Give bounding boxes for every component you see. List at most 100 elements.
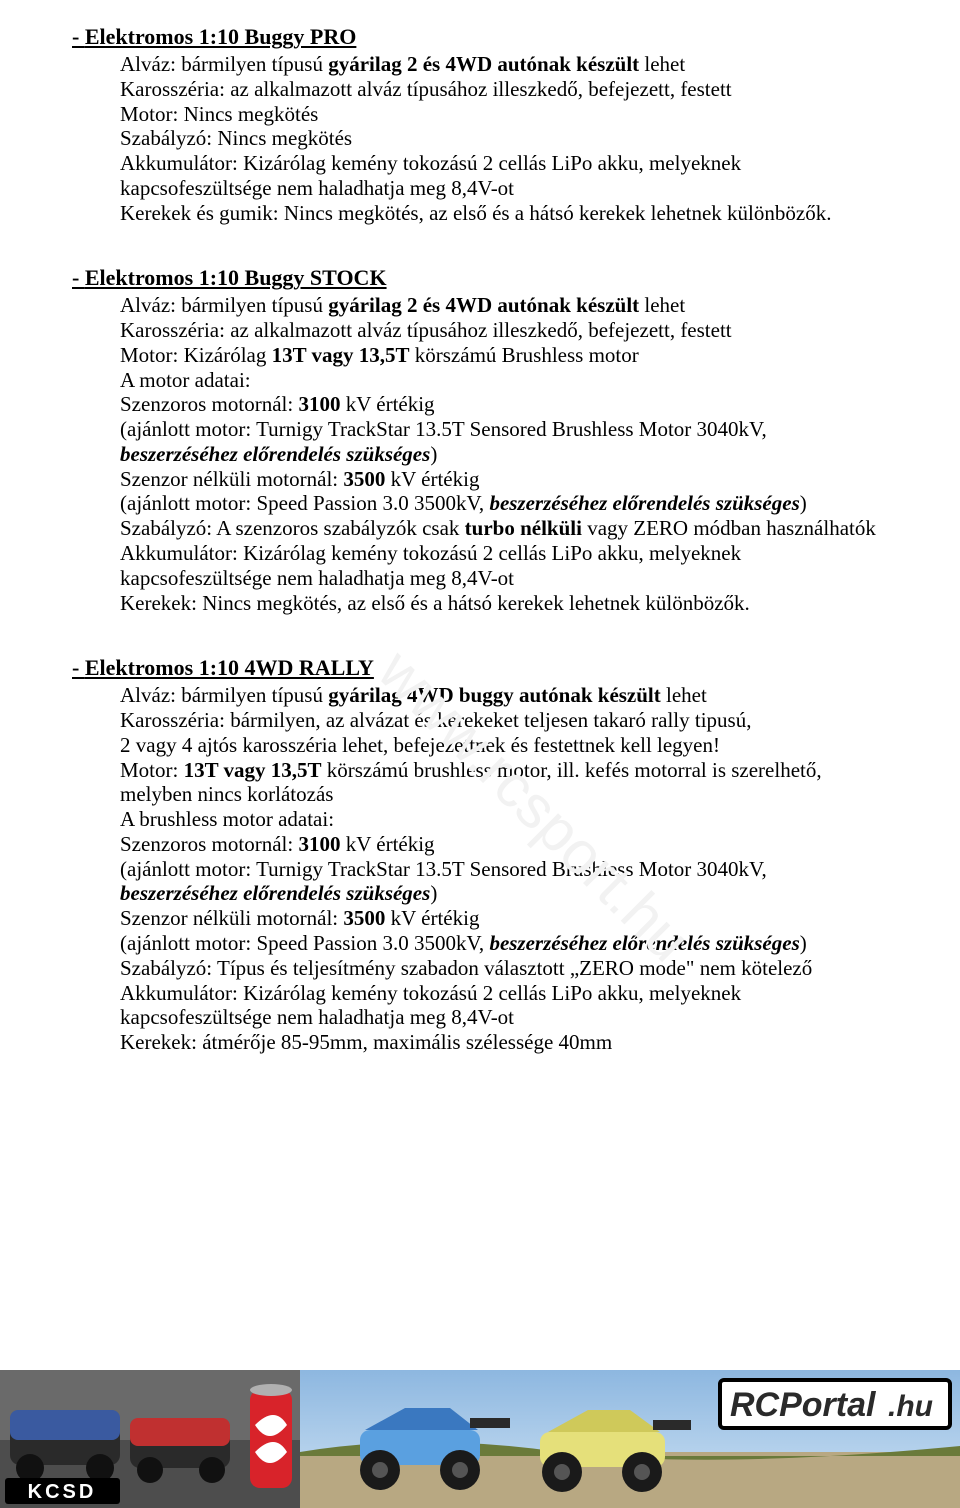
body-line: Alváz: bármilyen típusú gyárilag 2 és 4W…	[120, 52, 888, 77]
text-run: 2 vagy 4 ajtós karosszéria lehet, befeje…	[120, 733, 720, 757]
body-line: Motor: Nincs megkötés	[120, 102, 888, 127]
text-run: Karosszéria: bármilyen, az alvázat és ke…	[120, 708, 751, 732]
body-line: Alváz: bármilyen típusú gyárilag 4WD bug…	[120, 683, 888, 708]
rcportal-logo-text-main: RCPortal	[730, 1386, 877, 1424]
body-line: Alváz: bármilyen típusú gyárilag 2 és 4W…	[120, 293, 888, 318]
text-run: 3100	[298, 832, 340, 856]
text-run: Szenzoros motornál:	[120, 832, 298, 856]
text-run: Szenzoros motornál:	[120, 392, 298, 416]
heading-prefix: -	[72, 265, 85, 290]
body-line: Szenzoros motornál: 3100 kV értékig	[120, 832, 888, 857]
text-run: )	[800, 931, 807, 955]
text-run: beszerzéséhez előrendelés szükséges	[489, 931, 799, 955]
rcportal-logo-text-suffix: .hu	[888, 1390, 933, 1423]
body-line: Kerekek: Nincs megkötés, az első és a há…	[120, 591, 888, 616]
body-line: (ajánlott motor: Turnigy TrackStar 13.5T…	[120, 417, 888, 467]
body-line: Motor: Kizárólag 13T vagy 13,5T körszámú…	[120, 343, 888, 368]
text-run: lehet	[639, 52, 685, 76]
footer-banner: KCSD	[0, 1370, 960, 1508]
text-run: Motor: Kizárólag	[120, 343, 272, 367]
kcsd-badge-text: KCSD	[28, 1481, 97, 1503]
section-buggy-stock: - Elektromos 1:10 Buggy STOCKAlváz: bárm…	[72, 265, 888, 615]
text-run: Alváz: bármilyen típusú	[120, 293, 328, 317]
text-run: 13T vagy 13,5T	[184, 758, 322, 782]
text-run: Karosszéria: az alkalmazott alváz típusá…	[120, 77, 732, 101]
text-run: (ajánlott motor: Turnigy TrackStar 13.5T…	[120, 857, 767, 881]
text-run: 13T vagy 13,5T	[272, 343, 410, 367]
text-run: 3100	[298, 392, 340, 416]
text-run: Szenzor nélküli motornál:	[120, 467, 343, 491]
body-line: 2 vagy 4 ajtós karosszéria lehet, befeje…	[120, 733, 888, 758]
body-line: Szenzoros motornál: 3100 kV értékig	[120, 392, 888, 417]
text-run: )	[800, 491, 807, 515]
body-line: Kerekek és gumik: Nincs megkötés, az els…	[120, 201, 888, 226]
body-line: Kerekek: átmérője 85-95mm, maximális szé…	[120, 1030, 888, 1055]
text-run: (ajánlott motor: Turnigy TrackStar 13.5T…	[120, 417, 767, 441]
text-run: 3500	[343, 906, 385, 930]
text-run: Szabályzó: Típus és teljesítmény szabado…	[120, 956, 812, 980]
body-line: (ajánlott motor: Speed Passion 3.0 3500k…	[120, 491, 888, 516]
text-run: Akkumulátor: Kizárólag kemény tokozású 2…	[120, 151, 741, 200]
body-line: Karosszéria: bármilyen, az alvázat és ke…	[120, 708, 888, 733]
section-heading: - Elektromos 1:10 4WD RALLY	[72, 655, 888, 681]
heading-text: Elektromos 1:10 Buggy STOCK	[85, 265, 387, 290]
body-line: Szenzor nélküli motornál: 3500 kV értéki…	[120, 467, 888, 492]
section-rally: - Elektromos 1:10 4WD RALLYAlváz: bármil…	[72, 655, 888, 1054]
heading-prefix: -	[72, 655, 85, 680]
text-run: A brushless motor adatai:	[120, 807, 334, 831]
section-body: Alváz: bármilyen típusú gyárilag 2 és 4W…	[120, 52, 888, 225]
cola-can	[250, 1384, 292, 1488]
heading-prefix: -	[72, 24, 85, 49]
text-run: A motor adatai:	[120, 368, 251, 392]
text-run: beszerzéséhez előrendelés szükséges	[120, 442, 430, 466]
text-run: Szenzor nélküli motornál:	[120, 906, 343, 930]
sections-container: - Elektromos 1:10 Buggy PROAlváz: bármil…	[72, 24, 888, 1055]
text-run: 3500	[343, 467, 385, 491]
section-body: Alváz: bármilyen típusú gyárilag 4WD bug…	[120, 683, 888, 1054]
body-line: Szabályzó: Nincs megkötés	[120, 126, 888, 151]
footer-photo-panel: KCSD	[0, 1370, 300, 1508]
text-run: Alváz: bármilyen típusú	[120, 683, 328, 707]
text-run: (ajánlott motor: Speed Passion 3.0 3500k…	[120, 931, 489, 955]
body-line: (ajánlott motor: Turnigy TrackStar 13.5T…	[120, 857, 888, 907]
text-run: körszámú Brushless motor	[410, 343, 639, 367]
text-run: Motor: Nincs megkötés	[120, 102, 318, 126]
document-page: www.rcsport.hu - Elektromos 1:10 Buggy P…	[0, 0, 960, 1508]
body-line: Szabályzó: Típus és teljesítmény szabado…	[120, 956, 888, 981]
text-run: kV értékig	[340, 832, 434, 856]
body-line: Szenzor nélküli motornál: 3500 kV értéki…	[120, 906, 888, 931]
body-line: Akkumulátor: Kizárólag kemény tokozású 2…	[120, 151, 888, 201]
text-run: Kerekek: Nincs megkötés, az első és a há…	[120, 591, 750, 615]
text-run: (ajánlott motor: Speed Passion 3.0 3500k…	[120, 491, 489, 515]
text-run: gyárilag 4WD buggy autónak készült	[328, 683, 661, 707]
text-run: kV értékig	[385, 467, 479, 491]
text-run: turbo nélküli	[465, 516, 582, 540]
text-run: beszerzéséhez előrendelés szükséges	[120, 881, 430, 905]
section-heading: - Elektromos 1:10 Buggy STOCK	[72, 265, 888, 291]
text-run: lehet	[661, 683, 707, 707]
text-run: Szabályzó: A szenzoros szabályzók csak	[120, 516, 465, 540]
body-line: (ajánlott motor: Speed Passion 3.0 3500k…	[120, 931, 888, 956]
text-run: Akkumulátor: Kizárólag kemény tokozású 2…	[120, 981, 741, 1030]
body-line: A brushless motor adatai:	[120, 807, 888, 832]
section-buggy-pro: - Elektromos 1:10 Buggy PROAlváz: bármil…	[72, 24, 888, 225]
text-run: Szabályzó: Nincs megkötés	[120, 126, 352, 150]
text-run: lehet	[639, 293, 685, 317]
text-run: Alváz: bármilyen típusú	[120, 52, 328, 76]
body-line: Akkumulátor: Kizárólag kemény tokozású 2…	[120, 541, 888, 591]
heading-text: Elektromos 1:10 4WD RALLY	[85, 655, 374, 680]
text-run: Akkumulátor: Kizárólag kemény tokozású 2…	[120, 541, 741, 590]
section-body: Alváz: bármilyen típusú gyárilag 2 és 4W…	[120, 293, 888, 615]
text-run: Kerekek: átmérője 85-95mm, maximális szé…	[120, 1030, 612, 1054]
text-run: )	[430, 442, 437, 466]
body-line: Karosszéria: az alkalmazott alváz típusá…	[120, 77, 888, 102]
heading-text: Elektromos 1:10 Buggy PRO	[85, 24, 357, 49]
text-run: vagy ZERO módban használhatók	[582, 516, 876, 540]
text-run: gyárilag 2 és 4WD autónak készült	[328, 52, 639, 76]
body-line: Akkumulátor: Kizárólag kemény tokozású 2…	[120, 981, 888, 1031]
text-run: gyárilag 2 és 4WD autónak készült	[328, 293, 639, 317]
text-run: )	[430, 881, 437, 905]
section-heading: - Elektromos 1:10 Buggy PRO	[72, 24, 888, 50]
text-run: Karosszéria: az alkalmazott alváz típusá…	[120, 318, 732, 342]
text-run: kV értékig	[340, 392, 434, 416]
